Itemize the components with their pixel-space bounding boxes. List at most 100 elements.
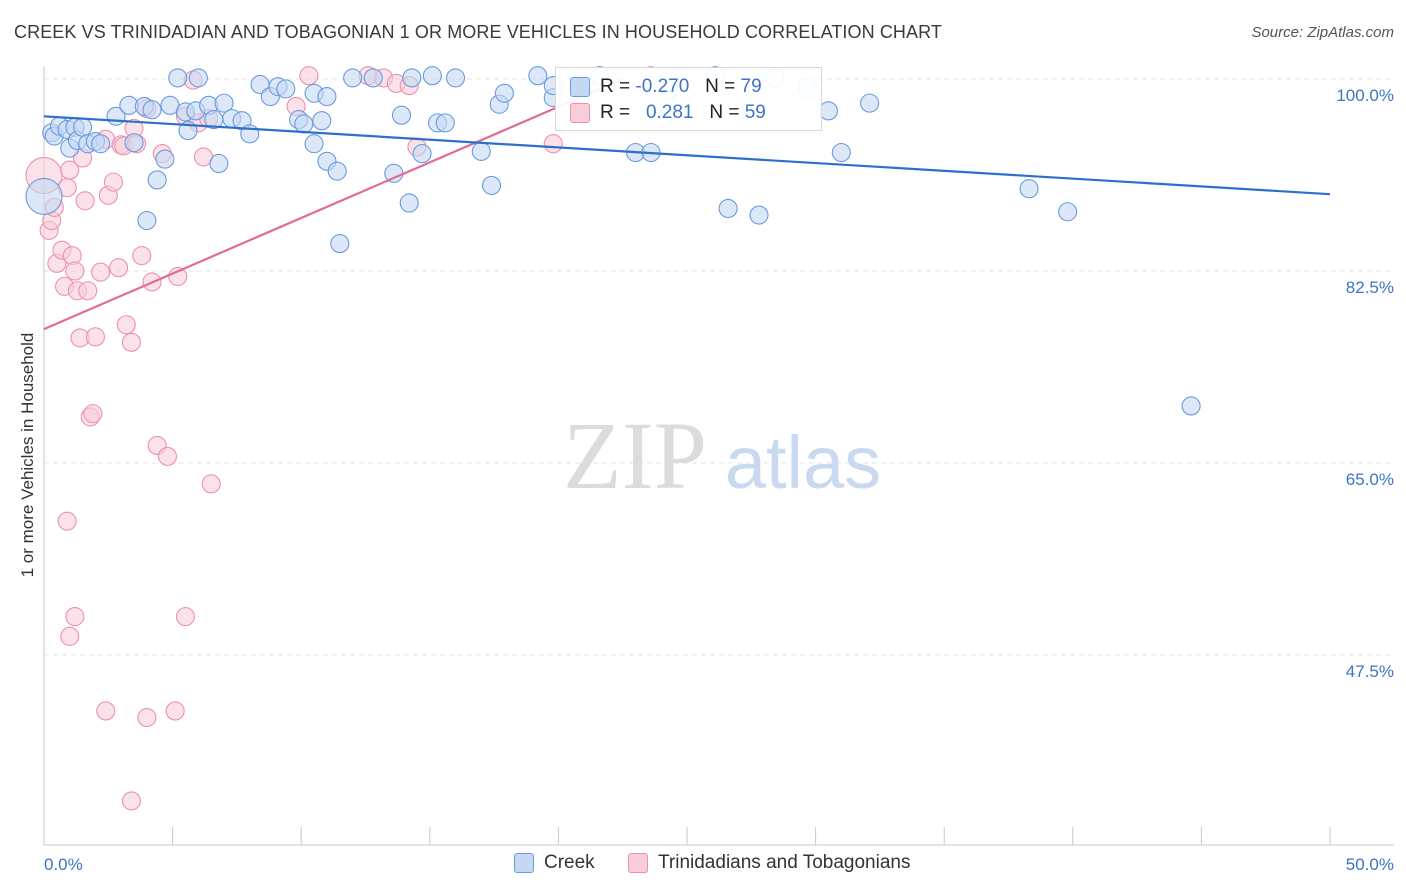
creek-point	[494, 83, 514, 103]
x-tick-labels: 0.0% 50.0%	[44, 855, 1394, 874]
trin-r-value: 0.281	[645, 102, 694, 123]
trin-point	[175, 607, 196, 627]
watermark-zip: ZIP	[563, 402, 707, 509]
creek-r-value: -0.270	[635, 76, 690, 97]
trin-point	[60, 160, 80, 180]
creek-point	[481, 175, 502, 195]
creek-point	[1058, 202, 1078, 222]
creek-point	[330, 234, 350, 254]
trin-point	[75, 191, 95, 211]
creek-trend-line	[43, 115, 1331, 196]
creek-point	[343, 68, 363, 88]
x-tick-label-max: 50.0%	[1346, 855, 1394, 874]
trin-point	[299, 66, 319, 86]
trin-point	[116, 315, 136, 335]
trend-lines	[43, 77, 1331, 331]
legend-creek-swatch	[514, 853, 534, 873]
creek-point	[749, 205, 769, 225]
creek-point	[25, 177, 63, 215]
legend-trin-swatch	[628, 853, 648, 873]
trin-point	[60, 626, 80, 646]
series-legend: Creek Trinidadians and Tobagonians	[0, 852, 1406, 878]
creek-swatch	[570, 77, 590, 97]
creek-point	[412, 144, 432, 164]
watermark: ZIP atlas	[563, 402, 881, 509]
stats-legend-trin: R = 0.281 N = 59	[570, 101, 766, 125]
creek-point	[312, 111, 332, 131]
trin-n-value: 59	[744, 102, 766, 123]
creek-point	[818, 101, 839, 121]
trin-point	[103, 172, 123, 192]
trin-point	[91, 262, 111, 282]
trin-n-label: N =	[709, 102, 740, 123]
creek-point	[137, 210, 157, 231]
legend-creek-label: Creek	[544, 852, 595, 873]
trin-trend-line	[43, 77, 624, 331]
trin-point	[65, 261, 85, 281]
source-label: Source: ZipAtlas.com	[1251, 24, 1394, 41]
creek-point	[209, 153, 229, 174]
creek-point	[860, 93, 880, 113]
creek-point	[317, 87, 337, 107]
legend-trin-label: Trinidadians and Tobagonians	[658, 852, 911, 873]
creek-point	[831, 142, 851, 163]
trin-point	[121, 332, 141, 352]
stats-legend-creek: R = -0.270 N = 79	[570, 75, 762, 99]
creek-point	[1019, 179, 1039, 199]
creek-point	[718, 198, 738, 219]
creek-point	[445, 68, 466, 88]
stats-legend: R = -0.270 N = 79 R = 0.281 N = 59	[555, 67, 822, 131]
creek-point	[471, 141, 491, 161]
trin-swatch	[570, 103, 590, 123]
legend-item-creek[interactable]: Creek	[514, 852, 595, 874]
chart-title: CREEK VS TRINIDADIAN AND TOBAGONIAN 1 OR…	[14, 22, 943, 42]
trin-point	[165, 701, 185, 721]
series-creek-points	[25, 66, 1201, 416]
y-tick-label: 47.5%	[1346, 662, 1394, 681]
trin-point	[543, 134, 563, 154]
creek-n-value: 79	[740, 76, 762, 97]
y-tick-label: 65.0%	[1346, 470, 1394, 489]
creek-point	[363, 68, 383, 88]
grid-lines	[44, 78, 1394, 656]
trin-point	[137, 707, 157, 728]
creek-point	[294, 114, 314, 134]
trin-point	[78, 281, 98, 301]
trin-point	[201, 474, 221, 494]
trin-r-label: R =	[600, 102, 631, 123]
trin-point	[109, 258, 129, 278]
x-tick-label-min: 0.0%	[44, 855, 83, 874]
y-tick-labels: 100.0% 82.5% 65.0% 47.5%	[1336, 86, 1394, 681]
creek-point	[214, 93, 234, 113]
trin-point	[121, 791, 141, 811]
creek-point	[147, 170, 167, 190]
trin-point	[168, 266, 188, 287]
creek-point	[155, 149, 175, 169]
watermark-atlas: atlas	[725, 421, 881, 504]
creek-point	[402, 68, 422, 88]
y-tick-label: 82.5%	[1346, 278, 1394, 297]
legend-item-trin[interactable]: Trinidadians and Tobagonians	[628, 852, 910, 874]
trin-point	[157, 446, 178, 466]
trin-point	[96, 701, 116, 721]
creek-point	[391, 105, 412, 125]
creek-point	[188, 68, 208, 88]
creek-point	[124, 133, 144, 153]
trin-point	[57, 511, 77, 531]
creek-point	[327, 161, 347, 181]
axes	[43, 66, 1394, 846]
trin-point	[65, 607, 85, 627]
creek-r-label: R =	[600, 76, 631, 97]
creek-point	[276, 79, 296, 99]
creek-point	[304, 134, 324, 154]
creek-point	[142, 100, 162, 120]
trin-point	[85, 327, 105, 347]
creek-point	[168, 68, 188, 88]
y-tick-label: 100.0%	[1336, 86, 1394, 105]
creek-point	[435, 113, 455, 133]
creek-n-label: N =	[705, 76, 736, 97]
trin-point	[132, 246, 152, 266]
creek-point	[91, 134, 111, 154]
creek-point	[399, 193, 419, 213]
